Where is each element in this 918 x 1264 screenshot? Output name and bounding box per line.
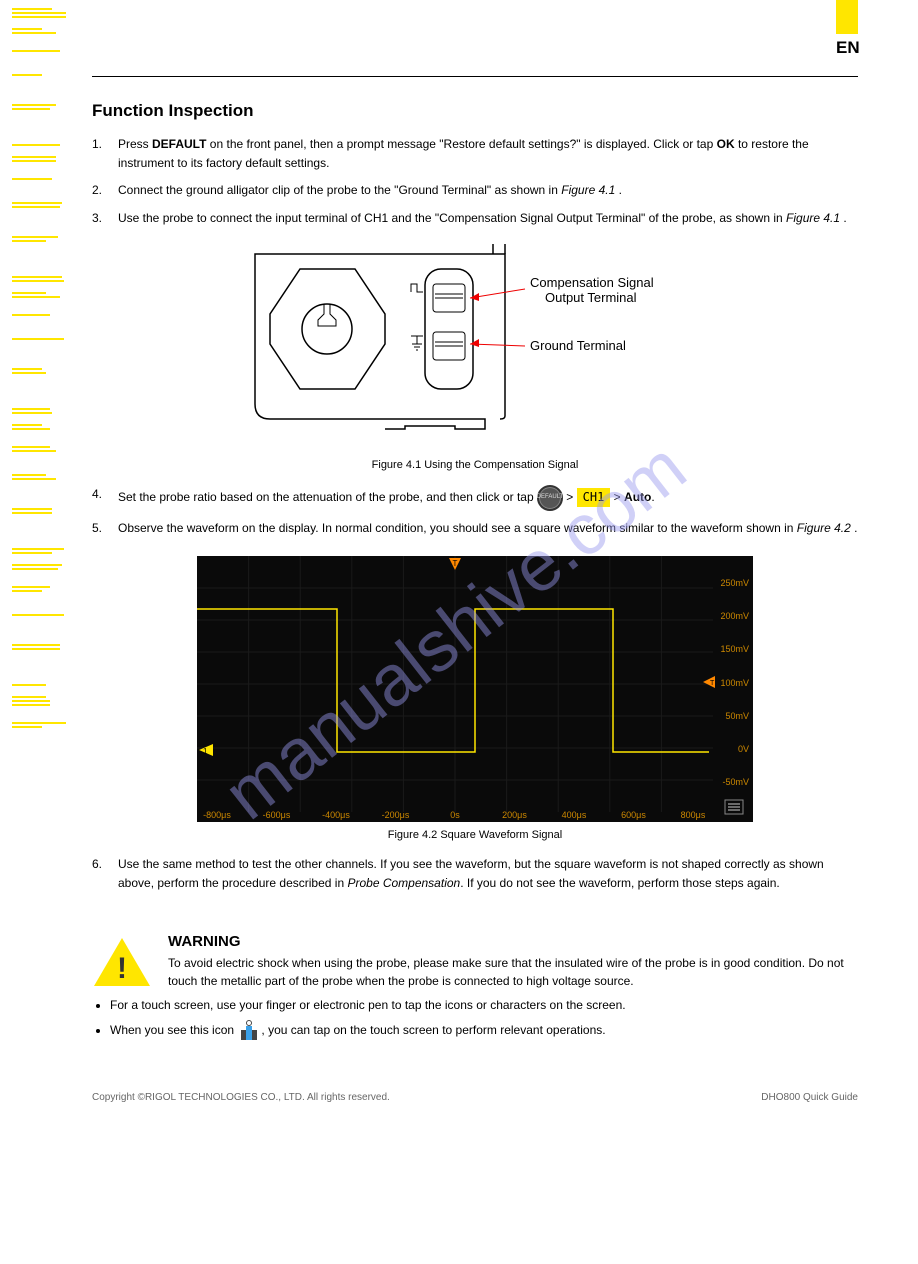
svg-text:200μs: 200μs (502, 810, 527, 820)
header: EN (92, 0, 858, 70)
scope-diagram: 250mV 200mV 150mV 100mV 50mV 0V -50mV -800μs -60… (92, 556, 858, 825)
svg-text:800μs: 800μs (681, 810, 706, 820)
svg-text:150mV: 150mV (720, 644, 749, 654)
step-text: Observe the waveform on the display. In … (118, 519, 858, 538)
warning-title: WARNING (168, 933, 858, 950)
diagram-label-gnd: Ground Terminal (530, 338, 626, 353)
step-text: Connect the ground alligator clip of the… (118, 181, 858, 200)
svg-text:-600μs: -600μs (263, 810, 291, 820)
svg-text:-800μs: -800μs (203, 810, 231, 820)
step-number: 4. (92, 485, 118, 511)
default-button-icon: DEFAULT (537, 485, 563, 511)
header-divider (92, 76, 858, 77)
step-text: Use the probe to connect the input termi… (118, 209, 858, 228)
svg-text:1: 1 (203, 747, 208, 756)
diagram-label-comp2: Output Terminal (545, 290, 637, 305)
warning-text: To avoid electric shock when using the p… (168, 954, 858, 990)
step-text: Use the same method to test the other ch… (118, 855, 858, 893)
svg-text:T: T (710, 680, 715, 687)
footer: Copyright ©RIGOL TECHNOLOGIES CO., LTD. … (92, 1092, 858, 1123)
svg-text:-200μs: -200μs (382, 810, 410, 820)
svg-text:0s: 0s (450, 810, 460, 820)
svg-text:0V: 0V (738, 744, 749, 754)
figure-caption: Figure 4.2 Square Waveform Signal (92, 829, 858, 841)
svg-text:50mV: 50mV (725, 711, 749, 721)
svg-text:600μs: 600μs (621, 810, 646, 820)
list-item: When you see this icon , you can tap on … (110, 1020, 858, 1042)
content: EN Function Inspection 1. Press DEFAULT … (92, 0, 858, 1123)
warning-block: ! WARNING To avoid electric shock when u… (92, 933, 858, 990)
compensation-diagram: Compensation Signal Output Terminal Grou… (92, 244, 858, 447)
step-number: 3. (92, 209, 118, 228)
section-title: Function Inspection (92, 101, 858, 121)
step-number: 1. (92, 135, 118, 173)
step-item: 4. Set the probe ratio based on the atte… (92, 485, 858, 511)
step-item: 2. Connect the ground alligator clip of … (92, 181, 858, 200)
svg-text:-400μs: -400μs (322, 810, 350, 820)
svg-text:-50mV: -50mV (722, 777, 749, 787)
footer-left: Copyright ©RIGOL TECHNOLOGIES CO., LTD. … (92, 1092, 390, 1103)
figure-caption: Figure 4.1 Using the Compensation Signal (92, 459, 858, 471)
list-item: For a touch screen, use your finger or e… (110, 996, 858, 1014)
step-number: 5. (92, 519, 118, 538)
diagram-svg: Compensation Signal Output Terminal Grou… (245, 244, 705, 444)
step-item: 1. Press DEFAULT on the front panel, the… (92, 135, 858, 173)
svg-text:400μs: 400μs (562, 810, 587, 820)
step-text: Press DEFAULT on the front panel, then a… (118, 135, 858, 173)
svg-text:!: ! (117, 952, 127, 985)
ch1-badge: CH1 (577, 488, 611, 507)
notes-list: For a touch screen, use your finger or e… (106, 996, 858, 1042)
svg-text:T: T (453, 559, 458, 568)
svg-text:250mV: 250mV (720, 578, 749, 588)
step-item: 6. Use the same method to test the other… (92, 855, 858, 893)
step-item: 3. Use the probe to connect the input te… (92, 209, 858, 228)
svg-text:100mV: 100mV (720, 678, 749, 688)
lang-badge: EN (836, 0, 858, 58)
lang-label: EN (836, 38, 858, 58)
footer-right: DHO800 Quick Guide (761, 1092, 858, 1103)
step-number: 6. (92, 855, 118, 893)
sidebar (12, 8, 66, 750)
step-item: 5. Observe the waveform on the display. … (92, 519, 858, 538)
warning-icon: ! (92, 936, 152, 988)
step-text: Set the probe ratio based on the attenua… (118, 485, 858, 511)
scope-svg: 250mV 200mV 150mV 100mV 50mV 0V -50mV -800μs -60… (197, 556, 753, 822)
touch-icon (239, 1020, 259, 1042)
diagram-label-comp: Compensation Signal (530, 275, 654, 290)
step-number: 2. (92, 181, 118, 200)
svg-text:200mV: 200mV (720, 611, 749, 621)
